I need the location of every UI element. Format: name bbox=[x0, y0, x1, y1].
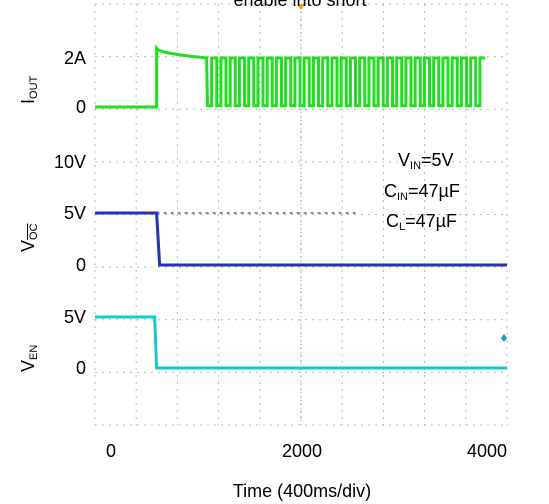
y-tick-label-ven: 5V bbox=[64, 307, 86, 327]
cin-rest: =47µF bbox=[408, 181, 460, 201]
trace-iout bbox=[95, 44, 485, 109]
y-tick-label-voc: 5V bbox=[64, 203, 86, 223]
cin-sub: IN bbox=[397, 191, 408, 203]
y-tick-label-iout: 2A bbox=[64, 48, 86, 68]
x-tick-label: 4000 bbox=[467, 441, 507, 461]
cl-sub: L bbox=[399, 221, 406, 233]
trace-label-iout: IOUT bbox=[18, 76, 40, 104]
cl-main: C bbox=[386, 211, 399, 231]
voc-label-main: V bbox=[18, 239, 38, 252]
trace-ven bbox=[95, 315, 507, 370]
tick-labels: 2A 0 10V 5V 0 5V 0 0 2000 4000 bbox=[54, 48, 507, 461]
trace-group bbox=[95, 44, 507, 370]
trace-label-voc: VOC bbox=[18, 223, 40, 252]
ven-channel-marker bbox=[501, 334, 507, 342]
x-tick-label: 2000 bbox=[282, 441, 322, 461]
vin-rest: =5V bbox=[421, 150, 454, 170]
condition-cl: CL=47µF bbox=[386, 211, 457, 233]
trace-label-ven: VEN bbox=[18, 345, 40, 372]
vin-main: V bbox=[398, 150, 411, 170]
trigger-marker bbox=[297, 4, 305, 10]
voc-label-sub: OC bbox=[28, 223, 40, 240]
y-tick-label-ven: 0 bbox=[76, 358, 86, 378]
vin-sub: IN bbox=[410, 160, 422, 172]
ven-label-main: V bbox=[18, 359, 38, 372]
chart-title: enable into short bbox=[233, 0, 366, 10]
iout-label-main: I bbox=[18, 98, 38, 104]
condition-cin: CIN=47µF bbox=[384, 181, 460, 203]
y-tick-label-voc: 0 bbox=[76, 255, 86, 275]
y-tick-label-voc: 10V bbox=[54, 152, 86, 172]
cl-rest: =47µF bbox=[405, 211, 458, 231]
ven-label-sub: EN bbox=[28, 344, 40, 360]
y-tick-label-iout: 0 bbox=[76, 97, 86, 117]
x-tick-label: 0 bbox=[106, 441, 116, 461]
x-axis-label: Time (400ms/div) bbox=[233, 481, 371, 501]
cin-main: C bbox=[384, 181, 397, 201]
iout-label-sub: OUT bbox=[28, 75, 40, 99]
trace-voc bbox=[95, 211, 507, 267]
condition-vin: VIN=5V bbox=[398, 150, 454, 172]
